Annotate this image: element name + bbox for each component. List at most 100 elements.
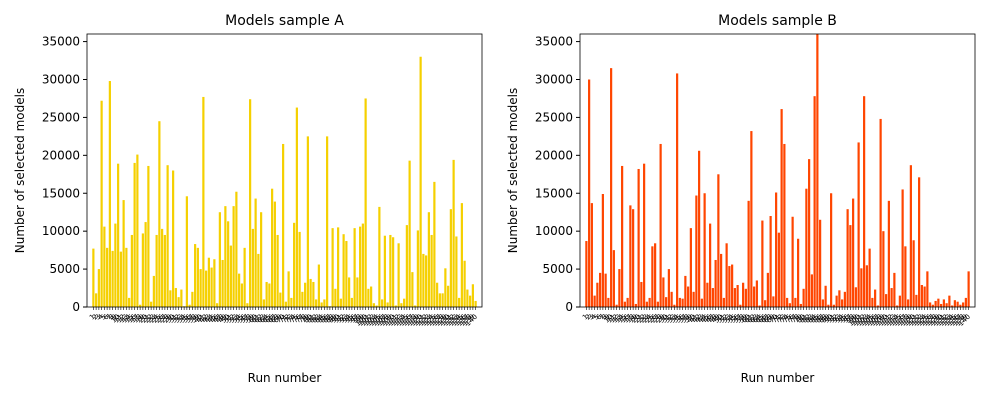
x-tick-label: 20 (630, 313, 642, 325)
bar (777, 232, 780, 307)
bar (626, 297, 629, 307)
bar (317, 264, 320, 307)
bar (158, 121, 161, 307)
bar (282, 143, 285, 307)
bar (711, 288, 714, 307)
bar (593, 295, 596, 307)
x-tick-label: 40 (192, 313, 204, 325)
bar (901, 189, 904, 307)
bar (758, 305, 761, 307)
bar (659, 143, 662, 307)
bar (907, 299, 910, 307)
bar (610, 68, 613, 307)
bar (601, 194, 604, 307)
x-tick-label: 31 (167, 313, 179, 325)
bar (830, 193, 833, 307)
bar (218, 212, 221, 307)
bar (698, 150, 701, 307)
x-tick-label: 51 (222, 313, 234, 325)
bar (607, 297, 610, 307)
bar (348, 277, 351, 307)
bar (744, 288, 747, 307)
x-tick-label: 80 (795, 313, 807, 325)
bar (761, 220, 764, 307)
x-tick-label: 5 (592, 313, 601, 322)
x-tick-label: 47 (704, 313, 716, 325)
x-tick-label: 97 (842, 313, 854, 325)
bar (232, 206, 235, 307)
x-tick-label: 38 (680, 313, 692, 325)
bar (130, 234, 133, 307)
x-tick-label: 60 (247, 313, 259, 325)
bar (860, 268, 863, 307)
bar (111, 250, 114, 307)
bar (585, 241, 588, 307)
bar (458, 297, 461, 307)
bar (937, 298, 940, 307)
bar (904, 246, 907, 307)
x-tick-label: 58 (735, 313, 747, 325)
bar (238, 273, 241, 307)
bar (290, 297, 293, 307)
bar (416, 230, 419, 307)
x-tick-label: 51 (715, 313, 727, 325)
bar (254, 198, 257, 307)
y-tick-label: 5000 (49, 262, 80, 276)
bar (637, 168, 640, 307)
bar (838, 290, 841, 307)
x-tick-label: 53 (721, 313, 733, 325)
x-tick-label: 1 (88, 313, 97, 322)
bar (271, 188, 274, 307)
bar (356, 277, 359, 307)
x-tick-label: 7 (104, 313, 113, 322)
bar (673, 304, 676, 307)
bar (846, 209, 849, 307)
bar (422, 253, 425, 307)
bar (662, 277, 665, 307)
bar (654, 243, 657, 307)
x-tick-label: 30 (658, 313, 670, 325)
x-tick-label: 85 (809, 313, 821, 325)
bar (196, 247, 199, 307)
x-tick-label: 35 (178, 313, 190, 325)
x-tick-label: 92 (828, 313, 840, 325)
y-tick-label: 35000 (535, 35, 573, 49)
x-tick-label: 30 (165, 313, 177, 325)
bar (656, 301, 659, 307)
bar (163, 234, 166, 307)
x-tick-label: 90 (330, 313, 342, 325)
bar (942, 299, 945, 307)
x-tick-label: 20 (137, 313, 149, 325)
bar (799, 303, 802, 307)
bar (703, 193, 706, 307)
x-tick-label: 10 (110, 313, 122, 325)
bar (95, 293, 98, 307)
bar (615, 304, 618, 307)
bar (199, 269, 202, 307)
bar (188, 304, 191, 307)
bar (857, 142, 860, 307)
bar (678, 297, 681, 307)
x-tick-label: 89 (327, 313, 339, 325)
bar (772, 296, 775, 307)
bar (747, 200, 750, 307)
bar (444, 268, 447, 307)
bar (312, 281, 315, 307)
bar (750, 131, 753, 307)
x-tick-label: 79 (792, 313, 804, 325)
x-tick-label: 70 (768, 313, 780, 325)
bar (213, 259, 216, 307)
bar (835, 295, 838, 307)
bar (926, 271, 929, 307)
bar (813, 96, 816, 307)
bar (918, 177, 921, 307)
x-tick-label: 59 (737, 313, 749, 325)
x-tick-label: 27 (156, 313, 168, 325)
bar (139, 304, 142, 307)
x-tick-label: 39 (682, 313, 694, 325)
bar (810, 274, 813, 307)
bar (879, 118, 882, 307)
bar (337, 227, 340, 307)
y-tick-label: 30000 (42, 73, 80, 87)
bar (350, 297, 353, 307)
